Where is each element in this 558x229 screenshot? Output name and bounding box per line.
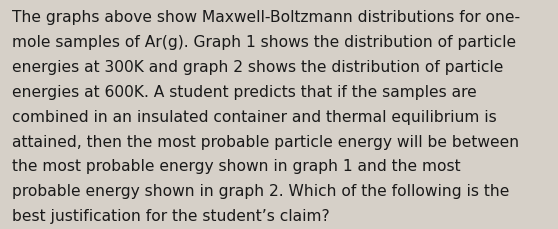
Text: probable energy shown in graph 2. Which of the following is the: probable energy shown in graph 2. Which … [12, 183, 509, 198]
Text: best justification for the student’s claim?: best justification for the student’s cla… [12, 208, 330, 223]
Text: attained, then the most probable particle energy will be between: attained, then the most probable particl… [12, 134, 519, 149]
Text: energies at 300K and graph 2 shows the distribution of particle: energies at 300K and graph 2 shows the d… [12, 60, 504, 75]
Text: the most probable energy shown in graph 1 and the most: the most probable energy shown in graph … [12, 159, 461, 174]
Text: combined in an insulated container and thermal equilibrium is: combined in an insulated container and t… [12, 109, 497, 124]
Text: The graphs above show Maxwell-Boltzmann distributions for one-: The graphs above show Maxwell-Boltzmann … [12, 10, 521, 25]
Text: mole samples of Ar(g). Graph 1 shows the distribution of particle: mole samples of Ar(g). Graph 1 shows the… [12, 35, 516, 50]
Text: energies at 600K. A student predicts that if the samples are: energies at 600K. A student predicts tha… [12, 85, 477, 99]
